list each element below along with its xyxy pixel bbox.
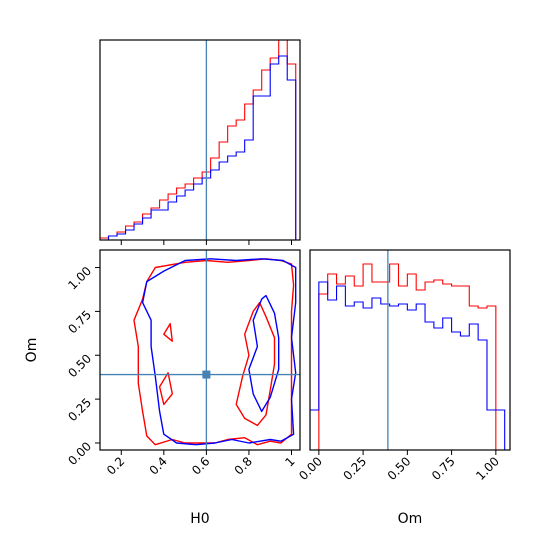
x-tick-label: 0.6 <box>189 454 212 477</box>
H0_marginal-panel <box>99 39 301 245</box>
truth-point-marker <box>202 370 211 379</box>
x-axis-label: H0 <box>190 511 209 527</box>
H0_Om_contour-panel: 0.2 0.4 0.6 0.8 1 0.00 0.25 0.50 0.75 1.00 H0 Om <box>24 249 301 527</box>
x-tick-label: 0.4 <box>147 454 170 477</box>
y-tick-label: 1.00 <box>65 264 94 293</box>
Om_marginal-frame <box>309 249 511 451</box>
H0_Om_contour-frame <box>99 249 301 451</box>
x-tick-label: 0.00 <box>296 454 325 483</box>
x-tick-label: 1.00 <box>473 454 502 483</box>
contour-red-3 <box>163 323 173 342</box>
x-tick-label: 0.2 <box>104 454 127 477</box>
x-axis-label: Om <box>398 511 423 527</box>
H0_marginal-histogram-blue <box>100 55 297 240</box>
contour-blue-1 <box>248 294 280 413</box>
H0_marginal-histogram-red <box>100 40 297 240</box>
contour-red-2 <box>158 372 173 406</box>
H0_marginal-frame <box>99 39 301 241</box>
y-tick-label: 0.50 <box>65 351 94 380</box>
contour-red-0 <box>133 258 295 446</box>
contour-blue-0 <box>141 258 297 446</box>
y-tick-label: 0.25 <box>65 395 94 424</box>
y-tick-label: 0.75 <box>65 308 94 337</box>
Om_marginal-histogram-blue <box>310 281 506 450</box>
x-tick-label: 0.8 <box>232 454 255 477</box>
x-tick-label: 0.25 <box>340 454 369 483</box>
y-tick-label: 0.00 <box>65 439 94 468</box>
Om_marginal-histogram-red <box>310 263 505 450</box>
y-axis-label: Om <box>24 338 40 363</box>
x-tick-label: 1 <box>282 454 297 469</box>
Om_marginal-panel: 0.00 0.25 0.50 0.75 1.00 Om <box>296 249 511 527</box>
x-tick-label: 0.50 <box>385 454 414 483</box>
x-tick-label: 0.75 <box>429 454 458 483</box>
contour-red-1 <box>235 301 276 427</box>
